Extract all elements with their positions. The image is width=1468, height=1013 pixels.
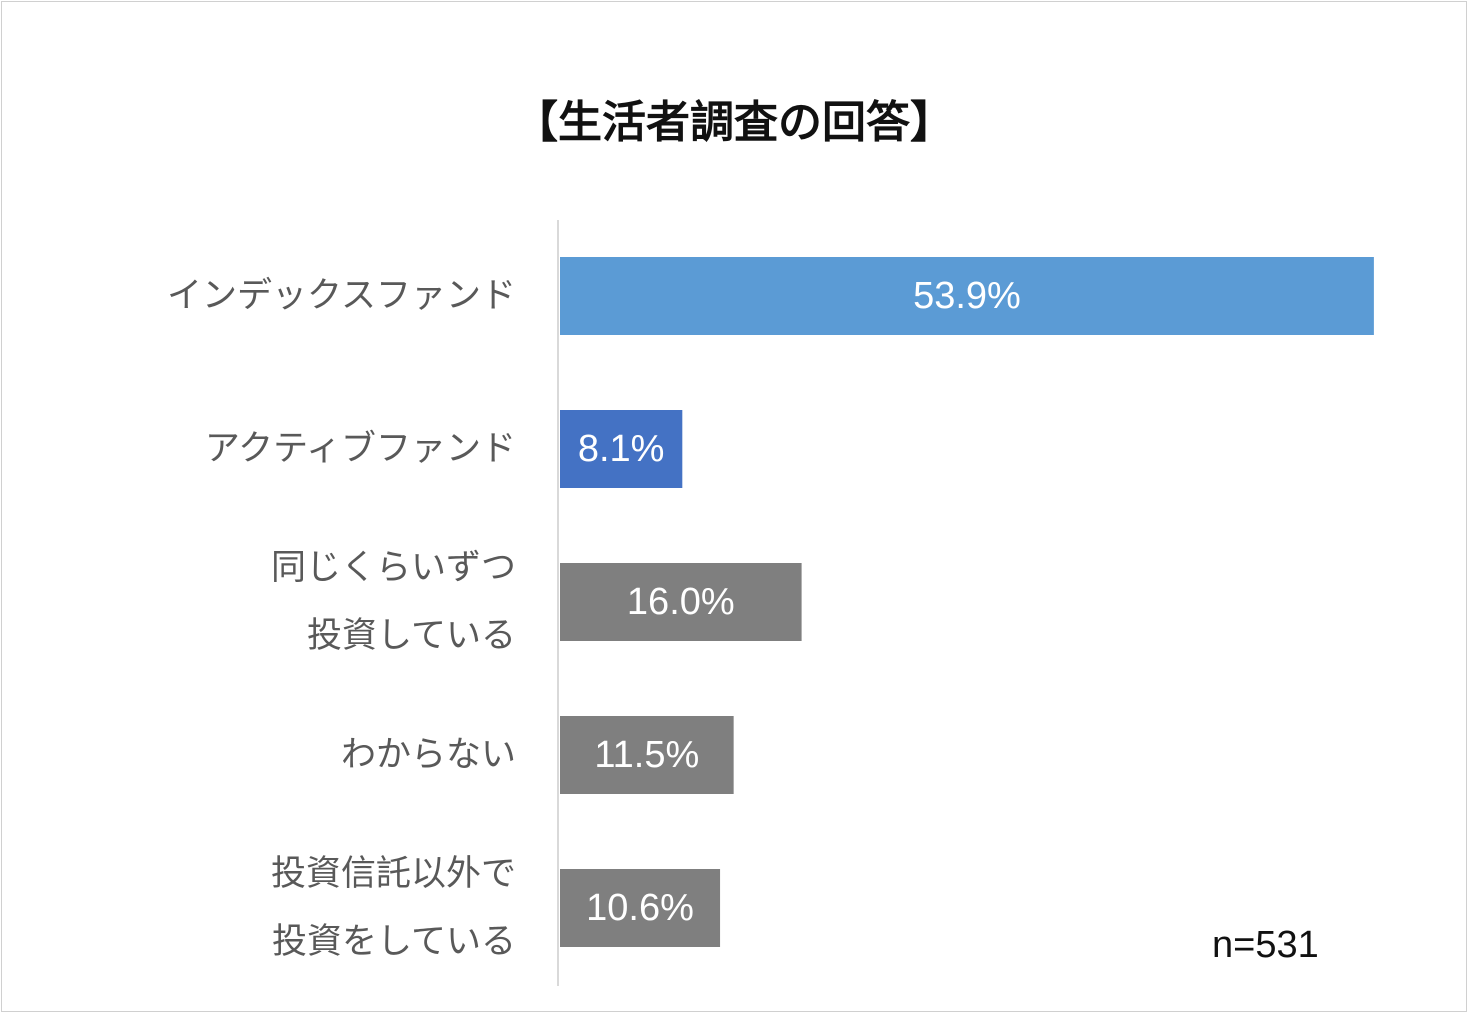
category-label-2-line-1: アクティブファンド [205,429,516,469]
data-label-2: 8.1% [578,428,665,470]
bar-1 [560,257,1374,335]
category-label-1-line-1: インデックスファンド [167,276,516,316]
category-label-4: わからない [341,735,516,775]
category-label-4-line-1: わからない [341,735,516,775]
category-label-5-line-2: 投資をしている [272,922,516,962]
category-label-3-line-2: 投資している [307,616,516,656]
data-label-1: 53.9% [913,275,1021,317]
bar-2 [560,410,683,488]
category-label-2: アクティブファンド [205,429,516,469]
data-label-4: 11.5% [594,734,699,776]
category-label-3-line-1: 同じくらいずつ [271,548,516,588]
bar-4 [560,716,734,794]
category-label-5-line-1: 投資信託以外で [271,854,516,894]
category-label-1: インデックスファンド [167,276,516,316]
bar-5 [560,869,721,947]
data-label-3: 16.0% [627,581,735,623]
bar-3 [560,563,802,641]
chart-title: 【生活者調査の回答】 [514,97,954,148]
sample-size-note: n=531 [1212,924,1319,966]
data-label-5: 10.6% [586,887,694,929]
